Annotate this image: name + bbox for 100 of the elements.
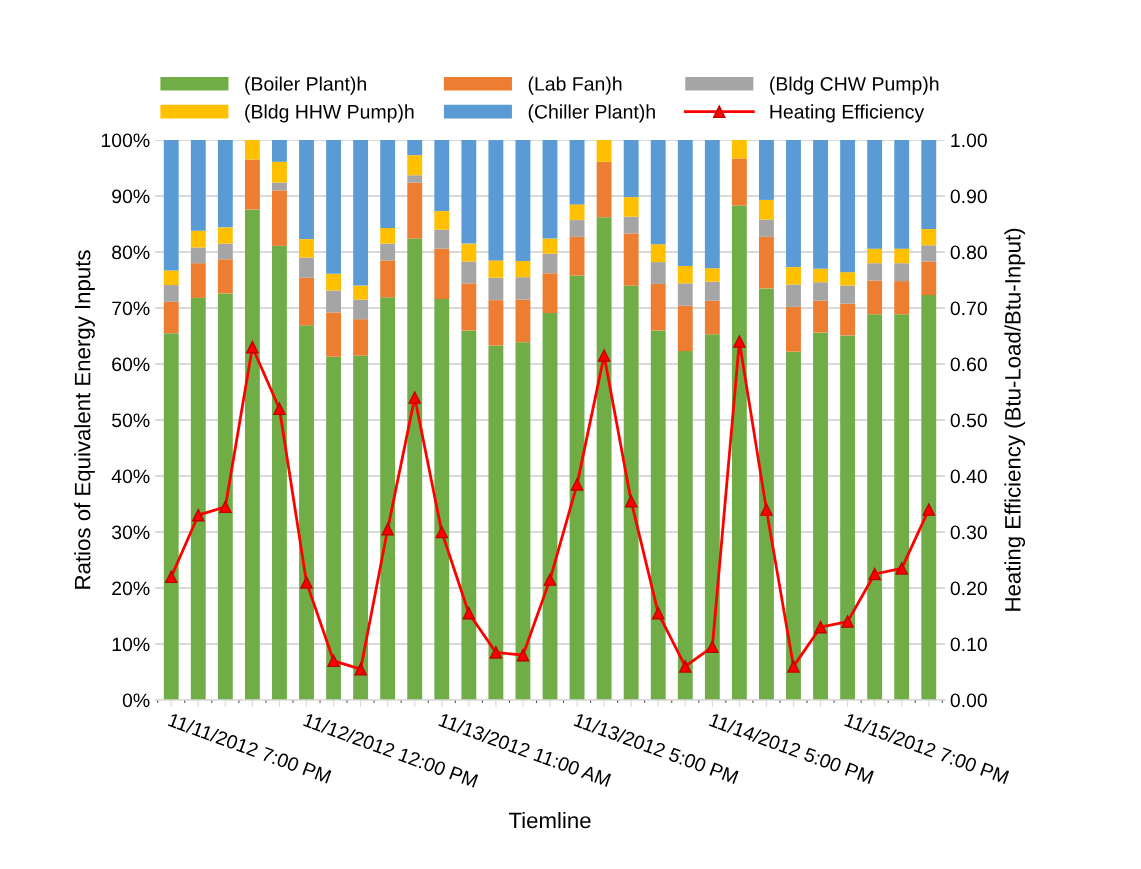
- legend-label: (Bldg CHW Pump)h: [770, 76, 939, 95]
- bar: [272, 161, 287, 183]
- y2-tick-label: 0.80: [950, 245, 987, 260]
- bar: [488, 260, 504, 278]
- legend-label: Heating Efficiency: [770, 104, 925, 123]
- bar: [542, 313, 558, 700]
- bar: [731, 140, 747, 159]
- bar: [921, 229, 937, 246]
- bar: [380, 260, 396, 298]
- bar: [894, 263, 910, 282]
- point: [706, 640, 719, 654]
- bar: [299, 239, 314, 258]
- bar: [786, 267, 801, 285]
- bar: [326, 140, 341, 274]
- bar: [217, 140, 233, 228]
- y-axis-title: Ratios of Equivalent Energy Inputs: [74, 250, 95, 589]
- bar: [840, 140, 856, 273]
- bar: [217, 293, 233, 700]
- bar: [380, 297, 396, 700]
- bar: [461, 243, 477, 262]
- point: [922, 503, 936, 516]
- bar: [163, 140, 179, 271]
- bar: [759, 140, 774, 200]
- point: [895, 562, 908, 575]
- bar: [353, 140, 369, 286]
- bar: [596, 217, 612, 700]
- bar: [650, 330, 666, 700]
- bar: [840, 272, 856, 286]
- bar: [569, 275, 585, 700]
- bar: [596, 161, 612, 218]
- point: [462, 606, 476, 620]
- bar: [190, 140, 206, 231]
- bar: [326, 290, 341, 313]
- point: [814, 620, 827, 634]
- bar: [704, 268, 720, 282]
- y2-tick-label: 0.10: [950, 637, 987, 652]
- bar: [461, 330, 477, 700]
- bar: [786, 140, 801, 268]
- bar: [677, 140, 693, 266]
- point: [868, 567, 881, 581]
- bar: [569, 204, 585, 221]
- y-tick-label: 60%: [112, 357, 150, 372]
- bar: [894, 281, 910, 315]
- bar: [217, 227, 233, 244]
- point: [164, 570, 178, 584]
- bar: [353, 285, 369, 300]
- bar: [488, 140, 504, 261]
- bar: [786, 284, 801, 307]
- bar: [488, 300, 504, 346]
- bar: [244, 209, 260, 700]
- bar: [217, 259, 233, 294]
- bar: [488, 345, 504, 700]
- point: [733, 335, 746, 348]
- point: [246, 340, 259, 354]
- bar: [840, 335, 856, 700]
- bar: [217, 243, 233, 260]
- point: [435, 525, 449, 539]
- bar: [434, 248, 450, 300]
- y-tick-label: 80%: [112, 245, 150, 260]
- point: [192, 508, 205, 522]
- bar: [623, 197, 639, 217]
- legend-label: (Boiler Plant)h: [245, 76, 366, 95]
- y2-tick-label: 0.00: [950, 693, 987, 708]
- bar: [921, 295, 937, 700]
- bar: [650, 262, 666, 284]
- y-tick-label: 50%: [112, 413, 150, 428]
- bar: [434, 299, 450, 700]
- bar: [704, 140, 720, 269]
- point: [219, 500, 232, 514]
- point: [408, 391, 421, 404]
- point: [381, 522, 394, 536]
- bar: [894, 314, 910, 700]
- bar: [163, 301, 179, 334]
- y-tick-label: 100%: [101, 133, 150, 148]
- bar: [407, 182, 423, 239]
- bar: [677, 283, 693, 306]
- bar: [759, 288, 774, 700]
- bar: [380, 227, 396, 244]
- y-tick-label: 70%: [112, 301, 150, 316]
- bar: [894, 140, 910, 249]
- bar: [461, 140, 477, 244]
- point: [787, 660, 800, 673]
- bar: [272, 190, 287, 246]
- bar: [867, 140, 883, 249]
- point: [489, 646, 503, 659]
- bar: [272, 245, 287, 700]
- bar: [813, 300, 828, 333]
- bar: [786, 306, 801, 352]
- legend-label: (Lab Fan)h: [528, 76, 622, 95]
- bar: [623, 285, 639, 700]
- y2-tick-label: 0.50: [950, 413, 987, 428]
- legend-label: (Chiller Plant)h: [528, 104, 655, 123]
- bar: [461, 283, 477, 331]
- bar: [921, 261, 937, 296]
- bar: [461, 261, 477, 284]
- bar: [244, 159, 260, 210]
- bar: [380, 140, 396, 228]
- y-tick-label: 30%: [111, 525, 150, 540]
- bar: [542, 273, 558, 314]
- bar: [163, 333, 179, 700]
